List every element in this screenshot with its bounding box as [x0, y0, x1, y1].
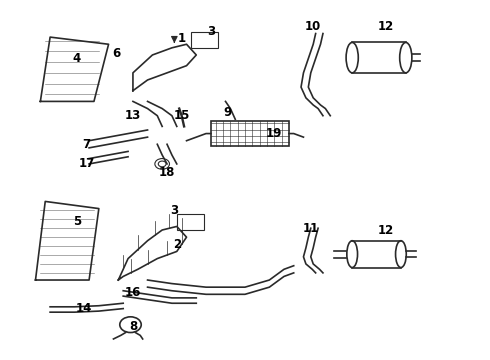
- Text: 15: 15: [173, 109, 190, 122]
- Text: 18: 18: [159, 166, 175, 179]
- Text: 17: 17: [78, 157, 95, 170]
- Ellipse shape: [395, 241, 406, 267]
- Text: 16: 16: [125, 286, 141, 299]
- Text: 12: 12: [378, 20, 394, 33]
- Text: 13: 13: [125, 109, 141, 122]
- Ellipse shape: [347, 241, 358, 267]
- Text: 1: 1: [177, 32, 186, 45]
- Text: 8: 8: [129, 320, 137, 333]
- Text: 4: 4: [73, 52, 81, 65]
- Text: 5: 5: [73, 215, 81, 228]
- Circle shape: [158, 161, 166, 167]
- Circle shape: [155, 158, 170, 169]
- Text: 3: 3: [171, 204, 178, 217]
- Text: 14: 14: [76, 302, 93, 315]
- Circle shape: [120, 317, 141, 333]
- Bar: [211, 121, 289, 146]
- Text: 12: 12: [378, 224, 394, 237]
- Text: 6: 6: [112, 47, 120, 60]
- Text: 11: 11: [303, 222, 319, 235]
- Text: 10: 10: [305, 20, 321, 33]
- FancyBboxPatch shape: [192, 32, 218, 48]
- Ellipse shape: [346, 42, 358, 73]
- Text: 2: 2: [173, 238, 181, 251]
- Ellipse shape: [400, 42, 412, 73]
- FancyBboxPatch shape: [177, 214, 203, 230]
- Text: 3: 3: [207, 25, 215, 38]
- Text: 7: 7: [83, 138, 91, 151]
- Text: 19: 19: [266, 127, 282, 140]
- Text: 9: 9: [224, 105, 232, 119]
